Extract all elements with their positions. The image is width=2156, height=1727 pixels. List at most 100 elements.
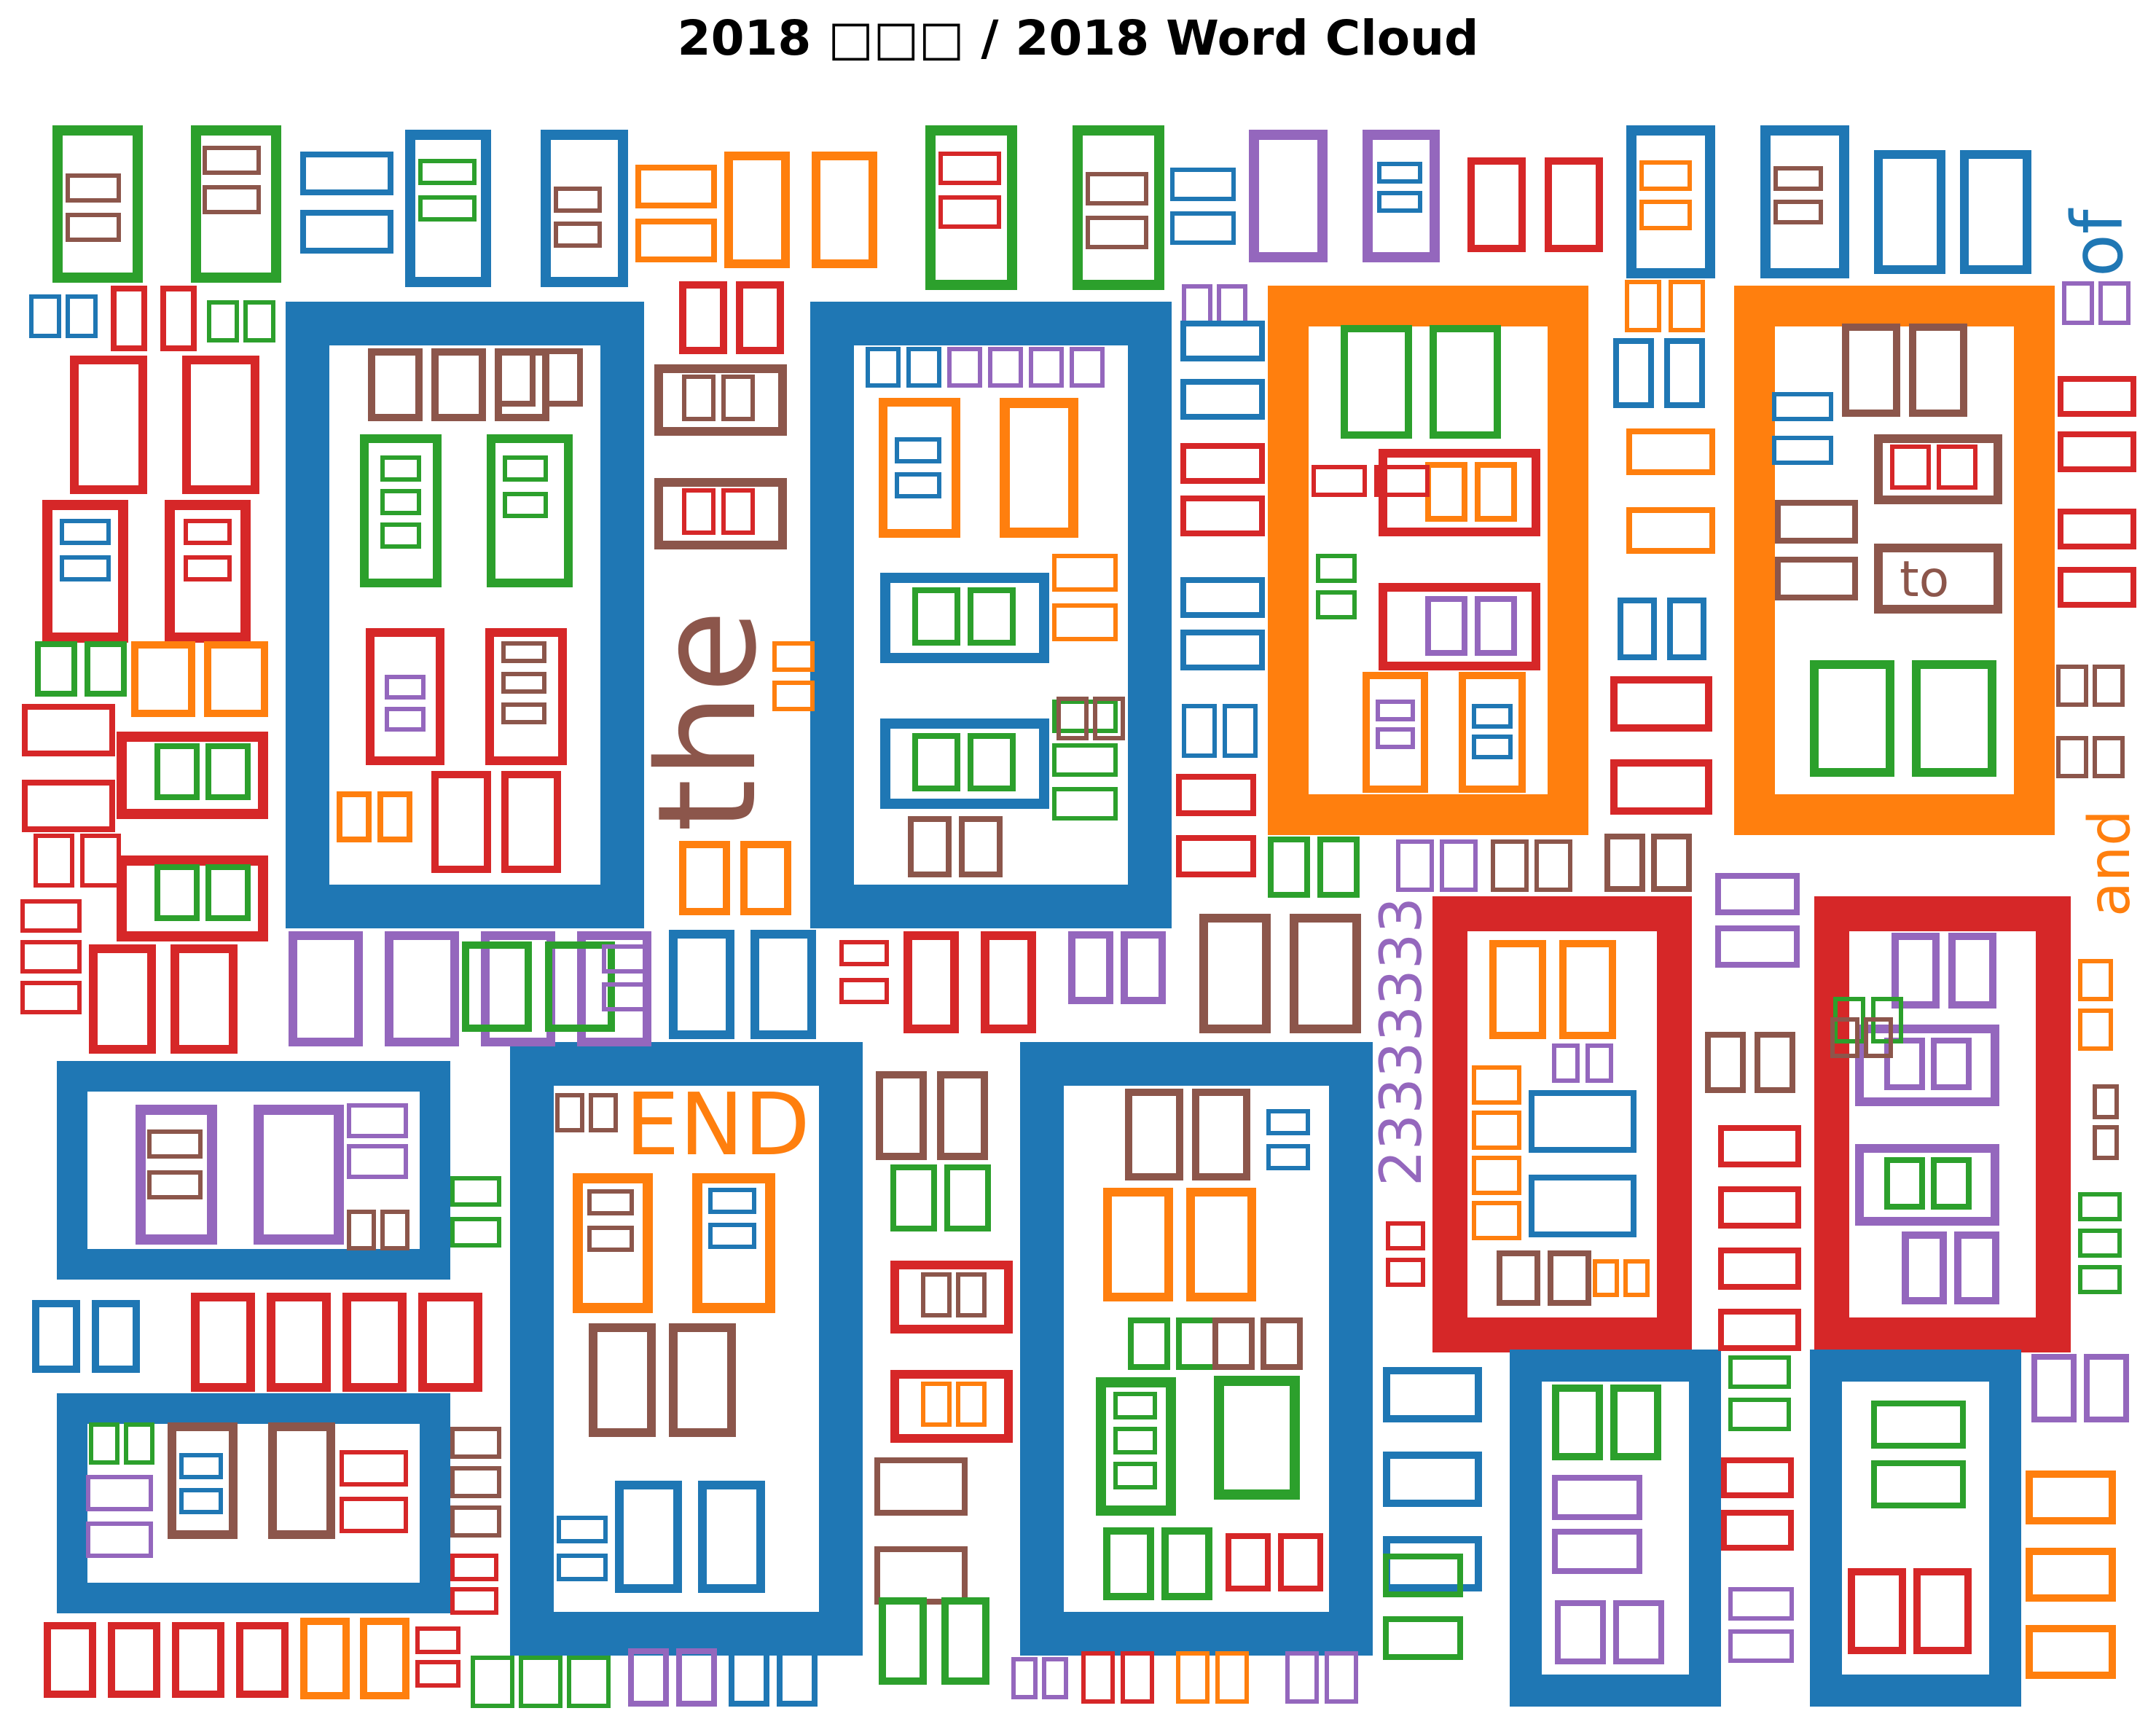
cloud-word-glyph xyxy=(1214,1376,1300,1500)
cloud-word-glyph xyxy=(1755,1032,1795,1093)
cloud-word-glyph xyxy=(1161,1527,1212,1600)
cloud-word-glyph xyxy=(2078,1265,2122,1294)
cloud-word-glyph xyxy=(1113,1427,1157,1454)
cloud-word-glyph xyxy=(679,841,730,915)
cloud-word-glyph xyxy=(1103,1527,1154,1600)
cloud-word-glyph xyxy=(1312,465,1367,497)
cloud-word-glyph xyxy=(1715,873,1800,915)
cloud-word-glyph xyxy=(1266,1144,1310,1170)
cloud-word-glyph xyxy=(1057,697,1089,740)
cloud-word-glyph xyxy=(628,1648,669,1707)
cloud-word-glyph xyxy=(938,152,1001,185)
cloud-word-large-orange-1 xyxy=(1268,286,1588,835)
cloud-word-glyph xyxy=(44,1622,96,1698)
cloud-word-glyph xyxy=(1585,1043,1613,1083)
cloud-word-glyph xyxy=(1534,839,1572,892)
cloud-word-glyph xyxy=(2058,376,2136,417)
cloud-word-glyph xyxy=(1121,931,1166,1004)
cloud-word-glyph xyxy=(554,187,602,213)
cloud-word-glyph xyxy=(1425,462,1467,522)
cloud-word-glyph xyxy=(360,1618,409,1699)
cloud-word-glyph xyxy=(1864,1017,1893,1058)
cloud-word-glyph xyxy=(52,125,143,283)
cloud-word-glyph xyxy=(1170,168,1236,201)
cloud-word-23333333: 23333333 xyxy=(1369,897,1435,1186)
cloud-word-glyph xyxy=(1773,200,1823,224)
cloud-word-glyph xyxy=(676,1648,717,1707)
cloud-word-glyph xyxy=(721,488,755,535)
cloud-word-glyph xyxy=(450,1505,501,1538)
cloud-word-glyph xyxy=(2026,1471,2116,1524)
cloud-word-glyph xyxy=(721,375,755,421)
cloud-word-large-blue-1 xyxy=(286,302,644,928)
cloud-word-glyph xyxy=(1913,1568,1972,1654)
cloud-word-glyph xyxy=(1070,347,1105,388)
cloud-word-glyph xyxy=(736,281,784,354)
cloud-word-glyph xyxy=(2093,1084,2119,1119)
cloud-word-glyph xyxy=(812,152,877,268)
cloud-word-glyph xyxy=(501,771,561,873)
cloud-word-glyph xyxy=(555,1093,584,1132)
cloud-word-glyph xyxy=(895,437,941,463)
cloud-word-glyph xyxy=(1871,1401,1966,1449)
cloud-word-glyph xyxy=(66,173,121,203)
cloud-word-glyph xyxy=(380,1210,409,1250)
cloud-word-glyph xyxy=(1874,544,2002,614)
cloud-word-glyph xyxy=(203,185,261,214)
cloud-word-glyph xyxy=(1113,1392,1157,1419)
cloud-word-glyph xyxy=(1182,284,1212,325)
cloud-word-glyph xyxy=(168,1422,238,1539)
cloud-word-glyph xyxy=(1613,338,1654,408)
cloud-word-glyph xyxy=(2056,665,2088,707)
cloud-word-glyph xyxy=(1728,1587,1794,1621)
cloud-word-glyph xyxy=(1626,428,1715,475)
cloud-word-glyph xyxy=(1073,125,1164,290)
cloud-word-glyph xyxy=(20,899,82,933)
cloud-word-glyph xyxy=(1086,216,1148,249)
cloud-word-glyph xyxy=(2084,1354,2129,1422)
cloud-word-glyph xyxy=(418,159,477,185)
cloud-word-glyph xyxy=(1552,1043,1580,1083)
cloud-word-glyph xyxy=(1052,603,1118,641)
cloud-word-glyph xyxy=(1884,1038,1925,1090)
cloud-word-glyph xyxy=(1884,1157,1925,1210)
cloud-word-glyph xyxy=(895,472,941,498)
cloud-word-glyph xyxy=(340,1497,408,1533)
cloud-word-glyph xyxy=(912,733,960,791)
cloud-word-the: the xyxy=(628,610,786,832)
cloud-word-glyph xyxy=(1180,443,1265,484)
cloud-word-glyph xyxy=(669,1323,736,1437)
cloud-word-glyph xyxy=(1954,1231,1999,1304)
cloud-word-glyph xyxy=(1472,1156,1521,1195)
cloud-word-glyph xyxy=(1176,774,1256,816)
cloud-word-glyph xyxy=(772,641,815,672)
cloud-word-glyph xyxy=(589,1323,656,1437)
cloud-word-glyph xyxy=(243,300,275,342)
cloud-word-glyph xyxy=(959,816,1003,877)
cloud-word-glyph xyxy=(1667,598,1706,660)
cloud-word-glyph xyxy=(2058,567,2136,608)
cloud-word-glyph xyxy=(1386,1221,1425,1250)
cloud-word-large-blue-4 xyxy=(510,1042,863,1656)
cloud-word-glyph xyxy=(450,1427,501,1459)
cloud-word-glyph xyxy=(1475,462,1517,522)
cloud-word-glyph xyxy=(1937,445,1977,490)
cloud-word-glyph xyxy=(165,500,251,643)
cloud-word-large-blue-7 xyxy=(1510,1350,1721,1707)
cloud-word-glyph xyxy=(418,195,477,222)
cloud-word-glyph xyxy=(1377,191,1422,213)
cloud-word-glyph xyxy=(136,1105,217,1245)
cloud-word-glyph xyxy=(1491,839,1529,892)
cloud-word-glyph xyxy=(879,1597,927,1685)
cloud-word-glyph xyxy=(92,1300,140,1373)
cloud-word-glyph xyxy=(1960,150,2031,274)
cloud-word-glyph xyxy=(2031,1354,2077,1422)
cloud-word-glyph xyxy=(698,1481,765,1593)
cloud-word-glyph xyxy=(1472,704,1513,729)
cloud-word-glyph xyxy=(1874,150,1945,274)
cloud-word-glyph xyxy=(85,641,127,697)
cloud-word-glyph xyxy=(34,834,74,888)
cloud-word-glyph xyxy=(368,348,423,421)
cloud-word-glyph xyxy=(1871,1460,1966,1508)
cloud-word-glyph xyxy=(1718,1125,1801,1167)
